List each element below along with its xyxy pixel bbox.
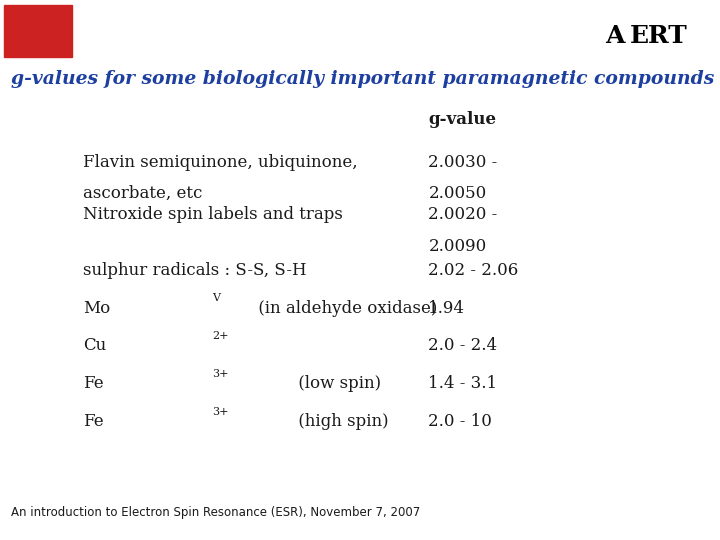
Text: Mo: Mo (83, 300, 110, 316)
Text: An introduction to Electron Spin Resonance (ESR), November 7, 2007: An introduction to Electron Spin Resonan… (11, 507, 420, 519)
Text: 2.0 - 10: 2.0 - 10 (428, 413, 492, 430)
Text: 2+: 2+ (212, 331, 229, 341)
Text: 3+: 3+ (212, 369, 229, 379)
Text: Fe: Fe (83, 413, 104, 430)
Text: (low spin): (low spin) (293, 375, 381, 392)
Text: 2.02 - 2.06: 2.02 - 2.06 (428, 262, 518, 279)
Text: sulphur radicals : S-S, S-H: sulphur radicals : S-S, S-H (83, 262, 307, 279)
Text: 2.0090: 2.0090 (428, 238, 487, 254)
Text: A: A (605, 24, 624, 48)
Text: 1.94: 1.94 (428, 300, 465, 316)
Text: V: V (212, 293, 220, 303)
Text: ERT: ERT (630, 24, 688, 48)
Text: g-values for some biologically important paramagnetic compounds: g-values for some biologically important… (11, 70, 714, 88)
Text: 2.0030 -: 2.0030 - (428, 154, 498, 171)
Text: Flavin semiquinone, ubiquinone,: Flavin semiquinone, ubiquinone, (83, 154, 357, 171)
Text: (in aldehyde oxidase): (in aldehyde oxidase) (253, 300, 437, 316)
Text: Fe: Fe (83, 375, 104, 392)
Text: 2.0020 -: 2.0020 - (428, 206, 498, 223)
Text: g-value: g-value (428, 111, 496, 127)
Text: 3+: 3+ (212, 407, 229, 417)
Text: Nitroxide spin labels and traps: Nitroxide spin labels and traps (83, 206, 343, 223)
Text: Cu: Cu (83, 338, 106, 354)
Text: ascorbate, etc: ascorbate, etc (83, 185, 202, 202)
Text: 1.4 - 3.1: 1.4 - 3.1 (428, 375, 498, 392)
Text: 2.0050: 2.0050 (428, 185, 487, 202)
Text: 2.0 - 2.4: 2.0 - 2.4 (428, 338, 498, 354)
Text: (high spin): (high spin) (293, 413, 389, 430)
Text: CORNELL: CORNELL (9, 22, 75, 35)
